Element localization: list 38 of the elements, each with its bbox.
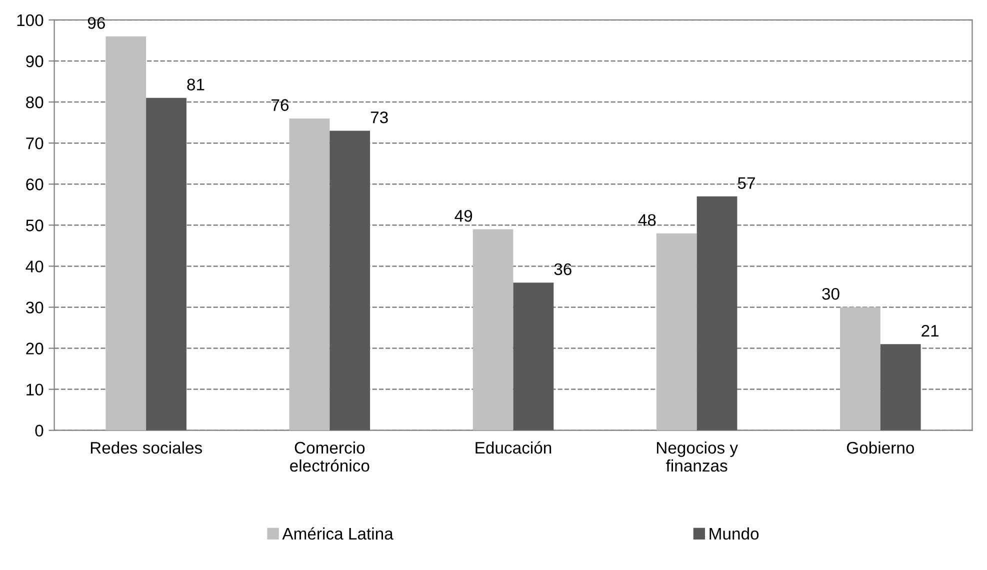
y-tick-label: 60: [26, 178, 44, 190]
x-tick-label: Comercio electrónico: [290, 441, 370, 472]
x-tick-label: Gobierno: [846, 441, 914, 454]
x-tick-label: Educación: [476, 441, 552, 454]
data-label: 76: [272, 99, 289, 111]
data-label: 30: [822, 288, 840, 300]
bar: [106, 36, 146, 430]
bar: [840, 307, 880, 430]
data-label: 96: [88, 17, 105, 29]
bar: [472, 229, 514, 430]
y-tick-label: 80: [26, 96, 44, 108]
legend-label: América Latina: [282, 527, 394, 540]
bar: [656, 233, 697, 430]
bar: [513, 282, 554, 430]
bar: [696, 196, 738, 430]
data-label: 73: [370, 111, 388, 124]
bar: [880, 344, 921, 430]
x-tick-label: Negocios y finanzas: [656, 441, 738, 472]
y-tick-label: 70: [26, 137, 44, 150]
y-tick-label: 20: [26, 342, 44, 354]
bar: [330, 130, 370, 430]
data-label: 48: [638, 214, 656, 226]
y-tick-label: 40: [26, 260, 44, 272]
data-label: 21: [922, 324, 939, 337]
data-label: 81: [187, 78, 204, 90]
y-tick-label: 90: [26, 55, 44, 68]
y-tick-label: 0: [35, 424, 44, 437]
data-label: 36: [554, 263, 572, 276]
y-tick-label: 100: [17, 14, 44, 26]
bar: [289, 118, 330, 430]
legend-label: Mundo: [710, 527, 759, 540]
y-tick-label: 50: [26, 220, 44, 232]
bar: [146, 98, 186, 430]
y-tick-label: 30: [26, 302, 44, 314]
data-label: 49: [454, 210, 472, 222]
data-label: 57: [738, 177, 755, 189]
y-tick-label: 10: [26, 384, 44, 396]
x-tick-label: Redes sociales: [90, 441, 202, 454]
